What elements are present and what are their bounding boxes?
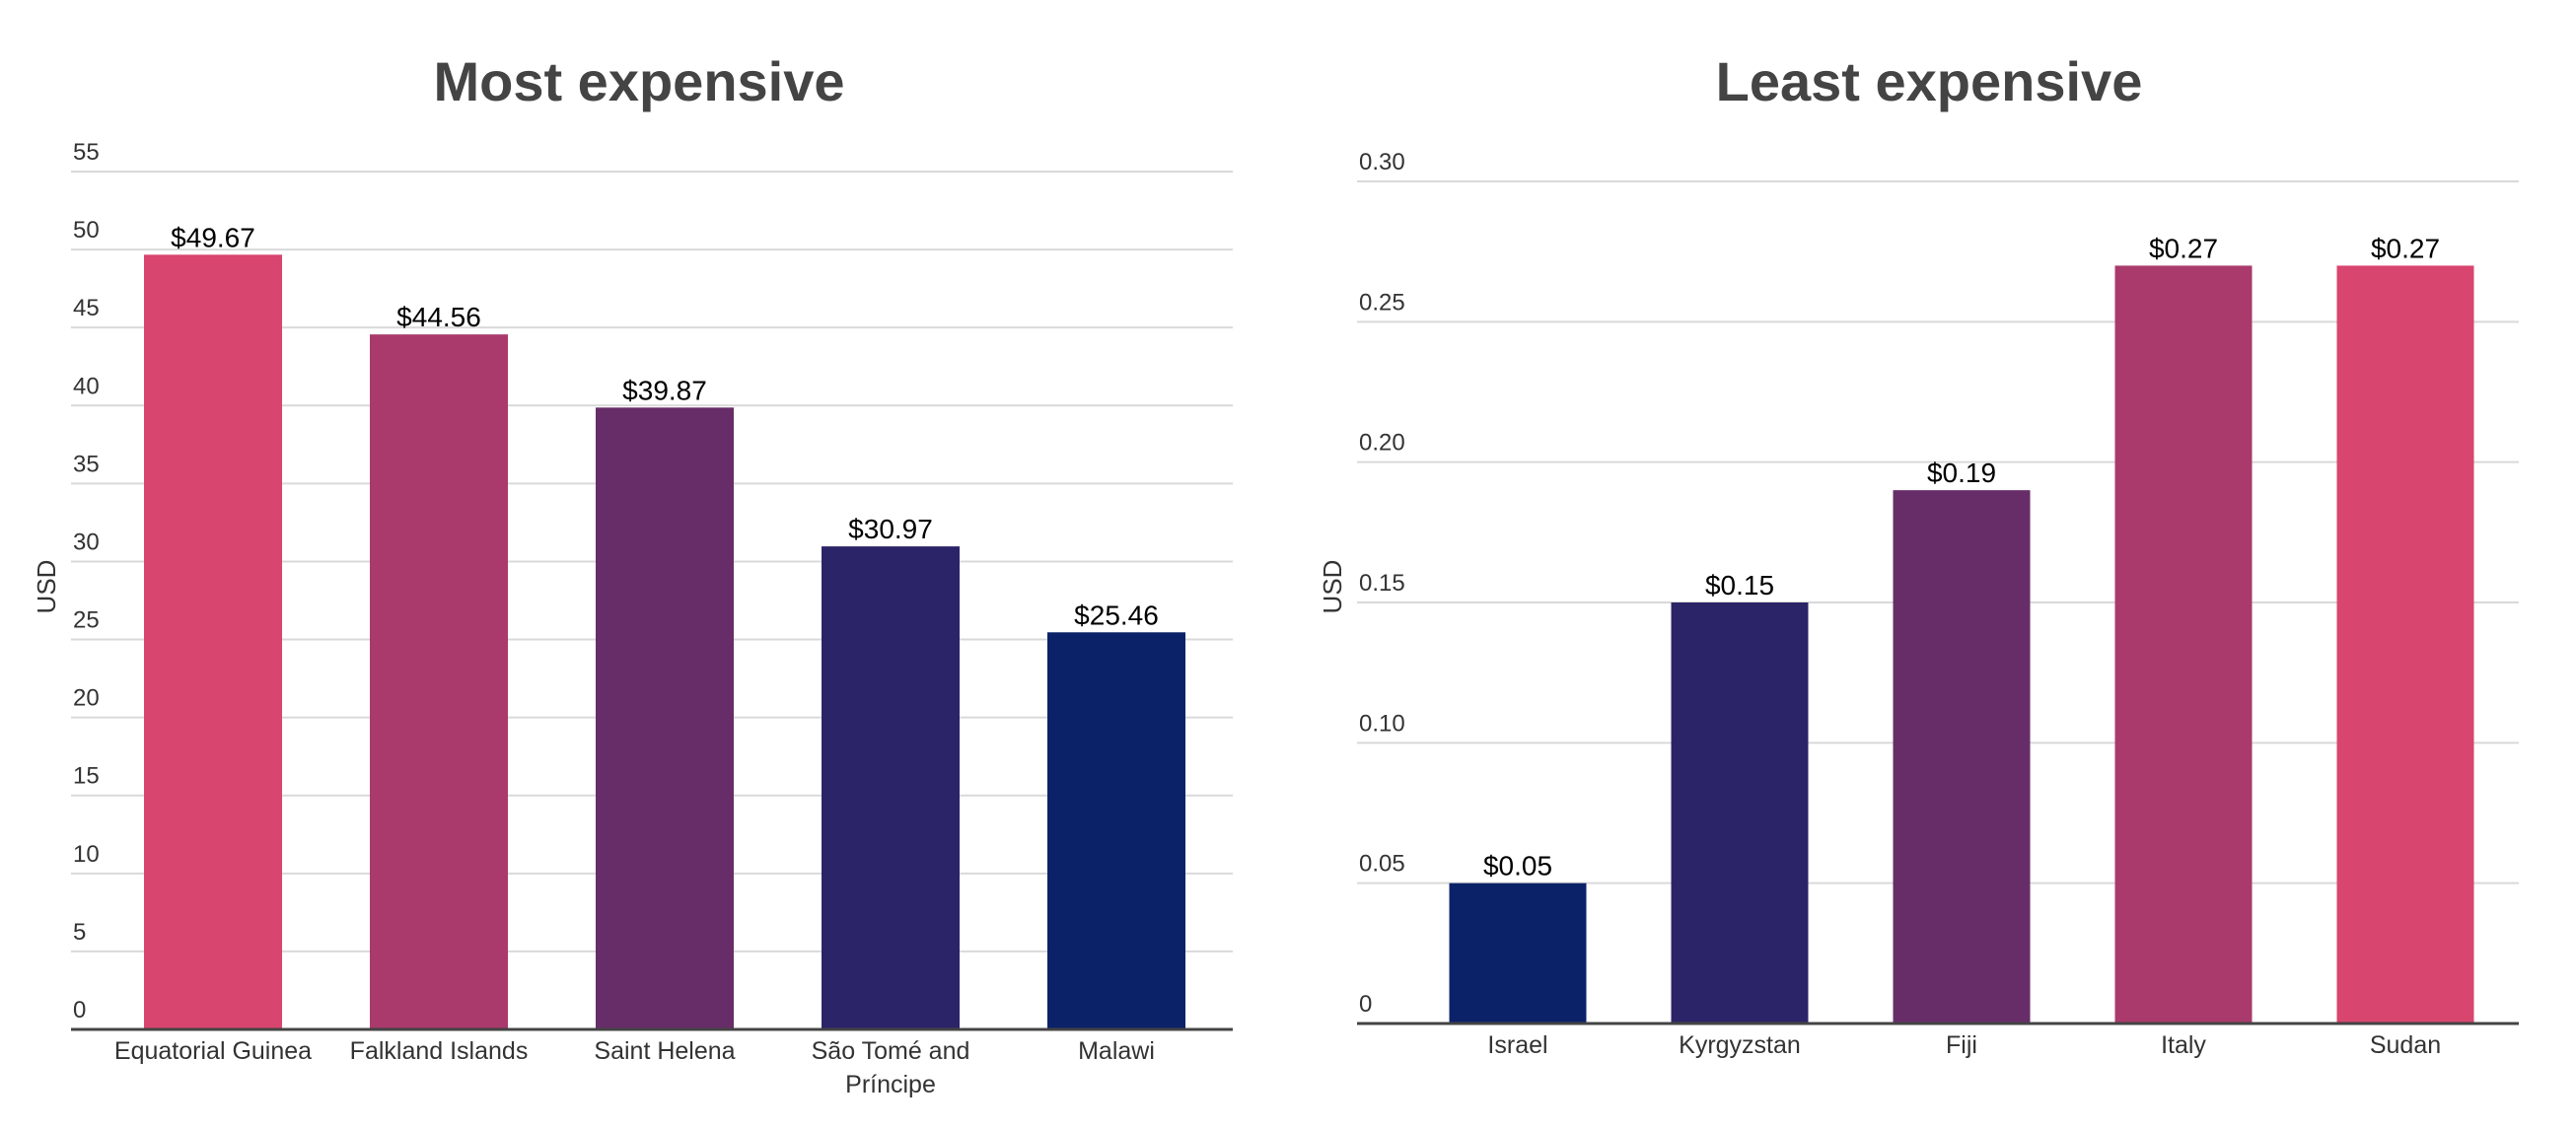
y-tick-label: 0.15	[1359, 570, 1405, 597]
data-label: $44.56	[396, 302, 481, 332]
x-tick-label: Kyrgyzstan	[1679, 1031, 1801, 1059]
chart-title: Least expensive	[1716, 50, 2143, 112]
chart-title: Most expensive	[433, 50, 844, 112]
y-tick-label: 10	[73, 841, 100, 868]
y-tick-label: 20	[73, 685, 100, 712]
y-tick-label: 0	[73, 997, 86, 1024]
y-tick-label: 50	[73, 217, 100, 244]
y-tick-label: 40	[73, 373, 100, 399]
bar	[1893, 490, 2031, 1024]
x-tick-label: Sudan	[2370, 1031, 2441, 1059]
x-tick-label: São Tomé and Príncipe	[812, 1037, 970, 1098]
bar	[2336, 265, 2474, 1024]
bar	[822, 546, 960, 1029]
bar	[1449, 883, 1587, 1024]
y-tick-label: 45	[73, 295, 100, 321]
bar	[1671, 602, 1809, 1024]
x-tick-label: Italy	[2161, 1031, 2206, 1059]
y-tick-label: 5	[73, 919, 86, 946]
data-label: $0.27	[2371, 233, 2440, 263]
data-label: $25.46	[1074, 600, 1159, 630]
x-tick-label: Israel	[1487, 1031, 1547, 1059]
x-tick-label: Malawi	[1078, 1037, 1155, 1065]
y-tick-label: 55	[73, 139, 100, 166]
data-label: $0.05	[1483, 851, 1552, 882]
y-tick-label: 0.05	[1359, 851, 1405, 878]
data-label: $49.67	[171, 222, 255, 252]
y-tick-label: 0	[1359, 991, 1372, 1018]
x-tick-label: Fiji	[1946, 1031, 1977, 1059]
y-tick-label: 0.25	[1359, 289, 1405, 316]
y-tick-label: 0.30	[1359, 149, 1405, 176]
x-tick-label: Saint Helena	[594, 1037, 735, 1065]
x-tick-label: Falkland Islands	[350, 1037, 529, 1065]
data-label: $0.19	[1927, 458, 1996, 488]
bar	[370, 334, 508, 1029]
data-label: $0.15	[1705, 570, 1774, 600]
y-axis-label: USD	[32, 560, 61, 614]
y-tick-label: 25	[73, 607, 100, 634]
data-label: $30.97	[848, 514, 933, 544]
y-tick-label: 30	[73, 529, 100, 555]
bar	[2114, 265, 2253, 1024]
y-axis-label: USD	[1318, 560, 1347, 614]
bar	[144, 254, 282, 1029]
y-tick-label: 0.20	[1359, 430, 1405, 457]
x-tick-label: Equatorial Guinea	[114, 1037, 312, 1065]
bar	[1047, 632, 1185, 1029]
bar	[596, 407, 734, 1029]
y-tick-label: 15	[73, 763, 100, 790]
data-label: $0.27	[2149, 233, 2218, 263]
y-tick-label: 0.10	[1359, 710, 1405, 737]
data-label: $39.87	[622, 375, 707, 405]
y-tick-label: 35	[73, 451, 100, 477]
